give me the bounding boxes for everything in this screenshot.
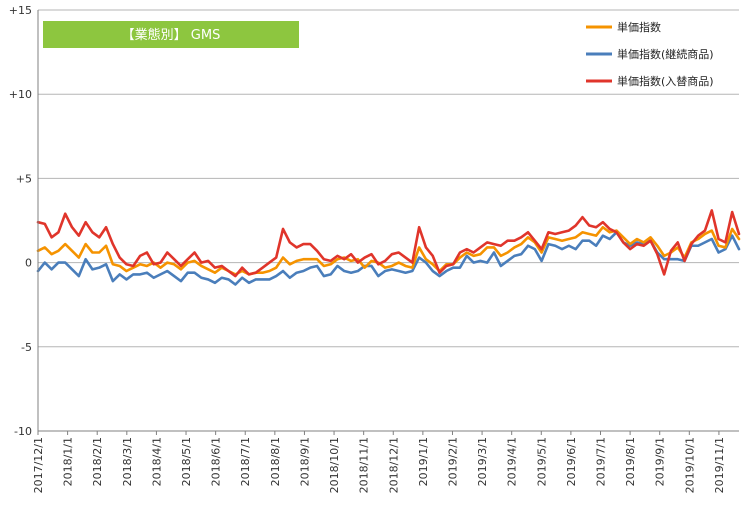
title-banner: 【業態別】 GMS — [43, 21, 299, 48]
series-line-3 — [36, 209, 741, 278]
x-tick-label: 2018/11/1 — [358, 437, 371, 493]
y-tick-label: 0 — [25, 257, 32, 270]
x-tick-label: 2019/5/1 — [535, 437, 548, 486]
x-tick-label: 2019/10/1 — [683, 437, 696, 493]
axes — [37, 10, 739, 432]
x-tick-label: 2019/4/1 — [506, 437, 519, 486]
x-tick-label: 2018/8/1 — [269, 437, 282, 486]
x-tick-label: 2018/5/1 — [180, 437, 193, 486]
x-tick-label: 2018/7/1 — [239, 437, 252, 486]
x-tick-label: 2018/4/1 — [150, 437, 163, 486]
series-lines — [36, 209, 741, 286]
x-tick-label: 2018/9/1 — [298, 437, 311, 486]
title-banner-background — [43, 21, 299, 48]
plot-area — [38, 10, 739, 431]
y-tick-label: -10 — [14, 425, 32, 438]
x-tick-label: 2019/8/1 — [624, 437, 637, 486]
x-tick-label: 2018/2/1 — [91, 437, 104, 486]
y-tick-label: +10 — [9, 88, 32, 101]
chart-title: 【業態別】 GMS — [122, 27, 221, 43]
legend-label: 単価指数 — [617, 20, 661, 34]
x-tick-label: 2019/2/1 — [446, 437, 459, 486]
x-tick-label: 2018/1/1 — [62, 437, 75, 486]
x-tick-label: 2019/7/1 — [595, 437, 608, 486]
x-tick-label: 2018/3/1 — [121, 437, 134, 486]
y-tick-labels: +15 +10 +5 0 -5 -10 — [9, 4, 32, 438]
x-tick-label: 2019/9/1 — [654, 437, 667, 486]
y-tick-label: +5 — [16, 172, 32, 185]
y-tick-label: -5 — [21, 341, 32, 354]
y-tick-label: +15 — [9, 4, 32, 17]
x-tick-label: 2019/3/1 — [476, 437, 489, 486]
legend-label: 単価指数(継続商品) — [617, 47, 714, 61]
legend-label: 単価指数(入替商品) — [617, 74, 714, 88]
x-tick-label: 2018/12/1 — [387, 437, 400, 493]
x-tick-label: 2018/10/1 — [328, 437, 341, 493]
x-tick-labels: 2017/12/1 2018/1/1 2018/2/1 2018/3/1 2018/4/… — [32, 431, 726, 493]
x-tick-label: 2017/12/1 — [32, 437, 45, 493]
x-tick-label: 2018/6/1 — [210, 437, 223, 486]
x-tick-label: 2019/1/1 — [417, 437, 430, 486]
x-tick-label: 2019/6/1 — [565, 437, 578, 486]
x-tick-label: 2019/11/1 — [713, 437, 726, 493]
